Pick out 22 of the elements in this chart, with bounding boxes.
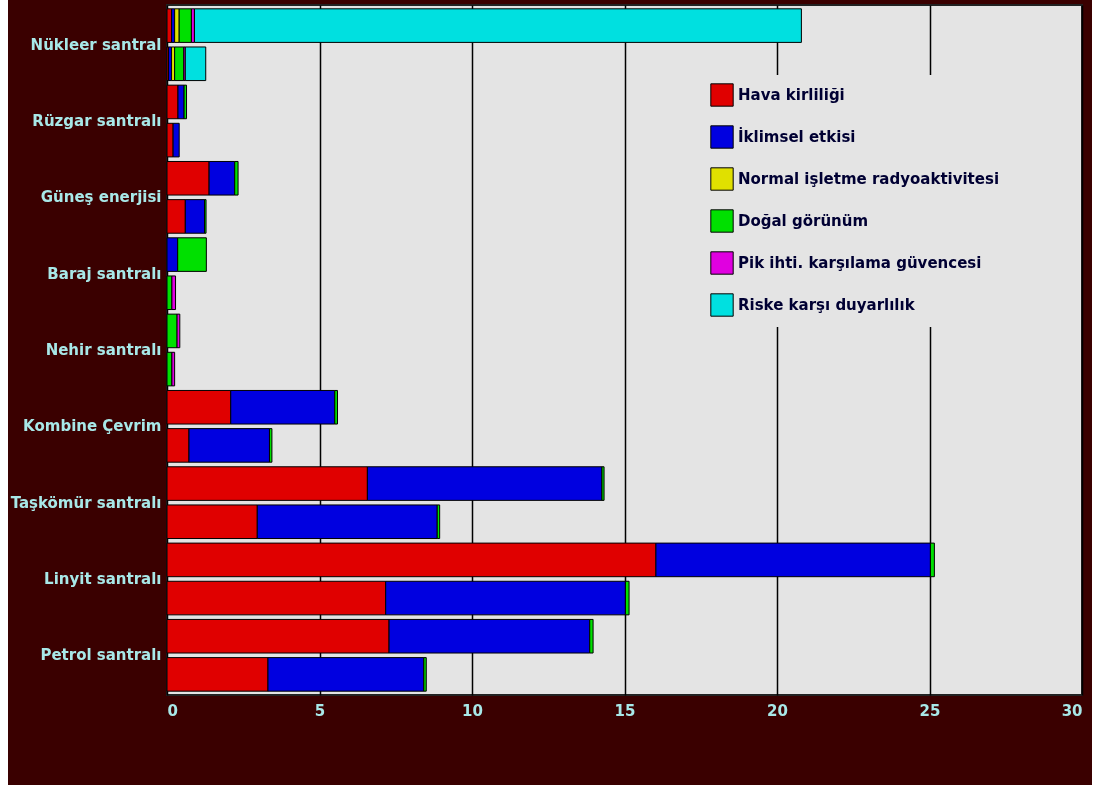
x-tick-label: 25 (919, 701, 941, 720)
y-tick-label: Nükleer santral (30, 35, 162, 54)
y-tick-label: Güneş enerjisi (40, 188, 162, 207)
x-tick-label: 30 (1061, 701, 1083, 720)
legend-label: Doğal görünüm (738, 212, 869, 230)
legend-label: Hava kirliliği (738, 86, 845, 104)
legend-label: İklimsel etkisi (738, 127, 856, 146)
legend-label: Riske karşı duyarlılık (738, 296, 916, 314)
y-tick-label: Rüzgar santralı (32, 112, 162, 131)
y-tick-label: Baraj santralı (47, 264, 162, 283)
y-tick-label: Linyit santralı (44, 569, 162, 588)
y-tick-label: Taşkömür santralı (10, 493, 162, 512)
legend-label: Pik ihti. karşılama güvencesi (738, 254, 982, 272)
y-tick-label: Petrol santralı (40, 646, 162, 665)
y-tick-label: Nehir santralı (45, 341, 162, 359)
x-tick-label: 0 (167, 701, 178, 720)
y-tick-label: Kombine Çevrim (23, 417, 162, 436)
x-tick-label: 5 (314, 701, 326, 720)
legend-label: Normal işletme radyoaktivitesi (738, 170, 1000, 188)
x-tick-label: 20 (767, 701, 788, 720)
x-tick-label: 15 (614, 701, 636, 720)
x-tick-label: 10 (462, 701, 483, 720)
